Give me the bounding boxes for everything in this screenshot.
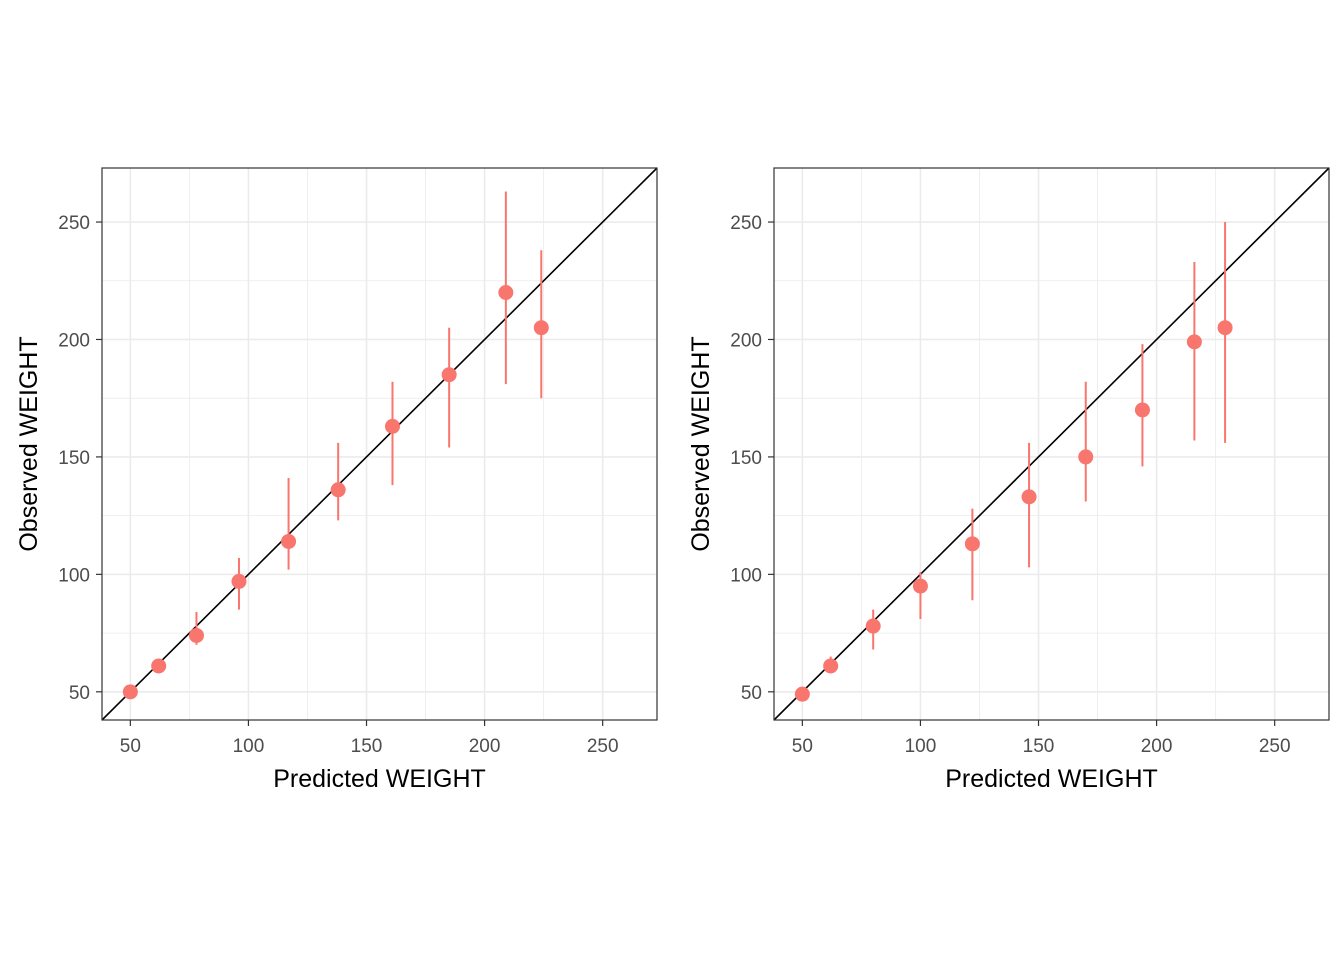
data-point <box>794 686 810 702</box>
x-axis-title: Predicted WEIGHT <box>273 765 486 793</box>
data-point <box>281 533 297 549</box>
identity-line <box>101 167 658 721</box>
x-tick-label: 250 <box>1259 736 1291 757</box>
y-tick-label: 150 <box>730 448 762 469</box>
y-tick-label: 200 <box>58 330 90 351</box>
y-tick-label: 200 <box>730 330 762 351</box>
data-point <box>151 658 167 674</box>
y-axis-title: Observed WEIGHT <box>687 336 715 551</box>
y-tick-label: 50 <box>69 683 90 704</box>
y-tick-label: 100 <box>730 565 762 586</box>
x-tick-label: 50 <box>792 736 813 757</box>
panel-border <box>773 167 1330 721</box>
panel-border <box>101 167 658 721</box>
x-tick-label: 100 <box>905 736 937 757</box>
left-calibration-panel: 50 100 150 200 250 50 100 150 200 250 Predicted WE… <box>15 167 658 793</box>
data-point <box>498 284 514 300</box>
data-point <box>1078 449 1094 465</box>
x-tick-label: 100 <box>233 736 265 757</box>
y-tick-label: 50 <box>741 683 762 704</box>
x-tick-label: 200 <box>1141 736 1173 757</box>
data-point <box>122 684 138 700</box>
data-point <box>1186 334 1202 350</box>
data-point <box>823 658 839 674</box>
data-point <box>384 418 400 434</box>
x-tick-label: 250 <box>587 736 619 757</box>
y-tick-label: 250 <box>58 213 90 234</box>
data-point <box>912 578 928 594</box>
data-point <box>533 320 549 336</box>
data-point <box>1134 402 1150 418</box>
x-tick-label: 150 <box>351 736 383 757</box>
data-point <box>330 482 346 498</box>
right-calibration-panel: 50 100 150 200 250 50 100 150 200 250 Predicted WE… <box>687 167 1330 793</box>
y-tick-label: 250 <box>730 213 762 234</box>
data-point <box>1021 489 1037 505</box>
data-point <box>441 367 457 383</box>
data-point <box>188 627 204 643</box>
y-axis-title: Observed WEIGHT <box>15 336 43 551</box>
y-tick-label: 100 <box>58 565 90 586</box>
x-tick-label: 200 <box>469 736 501 757</box>
x-tick-label: 150 <box>1023 736 1055 757</box>
data-point <box>964 536 980 552</box>
data-point <box>231 573 247 589</box>
data-point <box>865 618 881 634</box>
x-axis-title: Predicted WEIGHT <box>945 765 1158 793</box>
x-tick-label: 50 <box>120 736 141 757</box>
y-tick-label: 150 <box>58 448 90 469</box>
data-point <box>1217 320 1233 336</box>
